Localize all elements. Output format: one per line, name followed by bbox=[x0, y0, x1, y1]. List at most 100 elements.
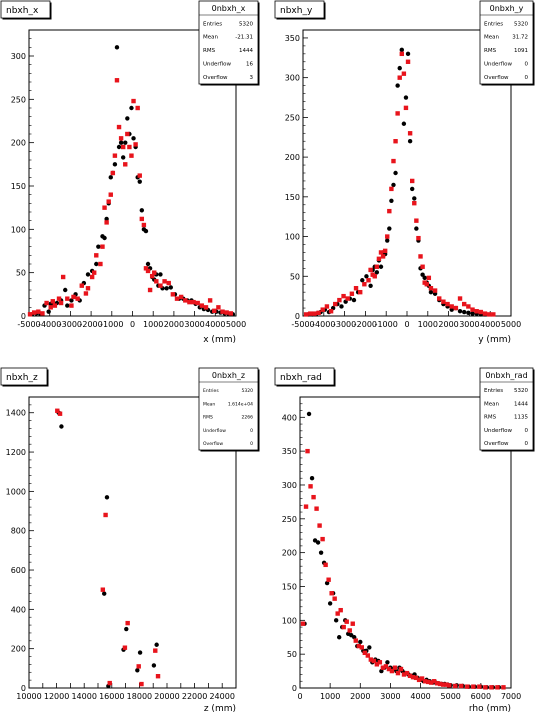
data-point bbox=[405, 51, 411, 57]
data-point bbox=[477, 684, 482, 689]
data-point bbox=[320, 536, 325, 542]
data-point bbox=[151, 663, 157, 668]
x-tick-label: 3000 bbox=[459, 320, 479, 329]
y-tick-label: 350 bbox=[285, 34, 300, 43]
x-tick-label: -5000 bbox=[291, 320, 314, 329]
data-point bbox=[108, 192, 113, 197]
data-point bbox=[352, 635, 357, 640]
data-point bbox=[336, 635, 342, 640]
data-point bbox=[389, 186, 394, 192]
data-point bbox=[149, 273, 155, 279]
data-point bbox=[345, 296, 350, 301]
data-point bbox=[399, 47, 404, 53]
x-tick-label: 7000 bbox=[501, 692, 521, 701]
plot-frame bbox=[299, 396, 512, 689]
data-point bbox=[147, 287, 153, 293]
chart-panel-nbxh_z: 0 200 400 600 800 1000 1200 1400 10000 12000 14000… bbox=[0, 367, 260, 714]
data-point bbox=[143, 228, 149, 234]
data-point bbox=[212, 308, 217, 313]
data-point bbox=[366, 278, 371, 283]
data-point bbox=[380, 254, 386, 259]
x-tick-label: -3000 bbox=[333, 320, 356, 329]
data-point bbox=[332, 596, 337, 601]
data-point bbox=[129, 153, 134, 158]
data-point bbox=[314, 506, 319, 511]
stats-key: Mean bbox=[203, 35, 218, 41]
data-point bbox=[118, 136, 124, 141]
data-point bbox=[397, 65, 402, 71]
data-point bbox=[440, 682, 446, 687]
data-point bbox=[145, 268, 151, 274]
data-point bbox=[470, 307, 475, 312]
data-point bbox=[69, 303, 74, 308]
y-tick-label: 0 bbox=[292, 684, 297, 693]
data-point bbox=[124, 626, 129, 632]
data-point bbox=[407, 131, 413, 136]
data-point bbox=[386, 666, 392, 672]
series-1 bbox=[300, 448, 506, 690]
data-point bbox=[135, 668, 140, 673]
data-point bbox=[391, 182, 396, 188]
series-1 bbox=[55, 408, 161, 687]
data-point bbox=[120, 144, 126, 150]
data-point bbox=[69, 298, 74, 303]
data-point bbox=[466, 310, 471, 316]
data-point bbox=[129, 105, 134, 111]
data-point bbox=[412, 200, 417, 206]
data-point bbox=[428, 680, 434, 685]
stats-key: RMS bbox=[484, 415, 497, 421]
data-point bbox=[443, 682, 449, 687]
data-point bbox=[466, 304, 471, 309]
data-point bbox=[104, 220, 109, 225]
data-point bbox=[323, 562, 328, 568]
data-point bbox=[374, 270, 380, 275]
stats-value: 0 bbox=[525, 428, 529, 434]
data-point bbox=[125, 116, 130, 121]
data-point bbox=[410, 186, 415, 192]
data-point bbox=[353, 638, 358, 643]
data-point bbox=[79, 283, 84, 288]
data-point bbox=[453, 305, 459, 311]
data-point bbox=[228, 311, 234, 316]
data-point bbox=[353, 285, 359, 291]
data-point bbox=[191, 299, 196, 305]
x-tick-label: 3000 bbox=[380, 692, 400, 701]
data-point bbox=[133, 142, 138, 147]
y-tick-label: 400 bbox=[11, 605, 26, 614]
data-point bbox=[131, 136, 136, 141]
data-point bbox=[123, 140, 128, 145]
data-point bbox=[162, 279, 167, 284]
stats-value: 1444 bbox=[239, 48, 253, 54]
data-point bbox=[224, 310, 229, 315]
data-point bbox=[139, 681, 144, 687]
chart-title: nbxh_y bbox=[280, 6, 313, 16]
data-point bbox=[410, 178, 415, 184]
data-point bbox=[347, 628, 352, 633]
data-point bbox=[437, 681, 443, 687]
data-point bbox=[395, 111, 400, 116]
data-point bbox=[187, 299, 192, 305]
data-point bbox=[378, 264, 384, 269]
data-point bbox=[341, 624, 346, 630]
data-point bbox=[92, 270, 97, 275]
data-point bbox=[44, 300, 49, 306]
y-tick-label: 1400 bbox=[6, 409, 26, 418]
data-point bbox=[36, 309, 41, 314]
data-point bbox=[416, 235, 421, 241]
data-point bbox=[462, 301, 467, 307]
data-point bbox=[311, 494, 316, 500]
data-point bbox=[374, 662, 380, 667]
data-point bbox=[145, 261, 151, 267]
y-tick-label: 250 bbox=[11, 95, 26, 104]
data-point bbox=[63, 287, 68, 293]
data-point bbox=[422, 275, 427, 281]
stats-key: Underflow bbox=[203, 428, 226, 434]
data-point bbox=[326, 577, 331, 582]
y-tick-label: 50 bbox=[16, 269, 26, 278]
data-point bbox=[60, 274, 66, 280]
data-point bbox=[96, 244, 101, 249]
data-point bbox=[362, 282, 367, 287]
data-point bbox=[397, 75, 402, 80]
data-point bbox=[414, 226, 419, 231]
data-point bbox=[385, 234, 390, 239]
